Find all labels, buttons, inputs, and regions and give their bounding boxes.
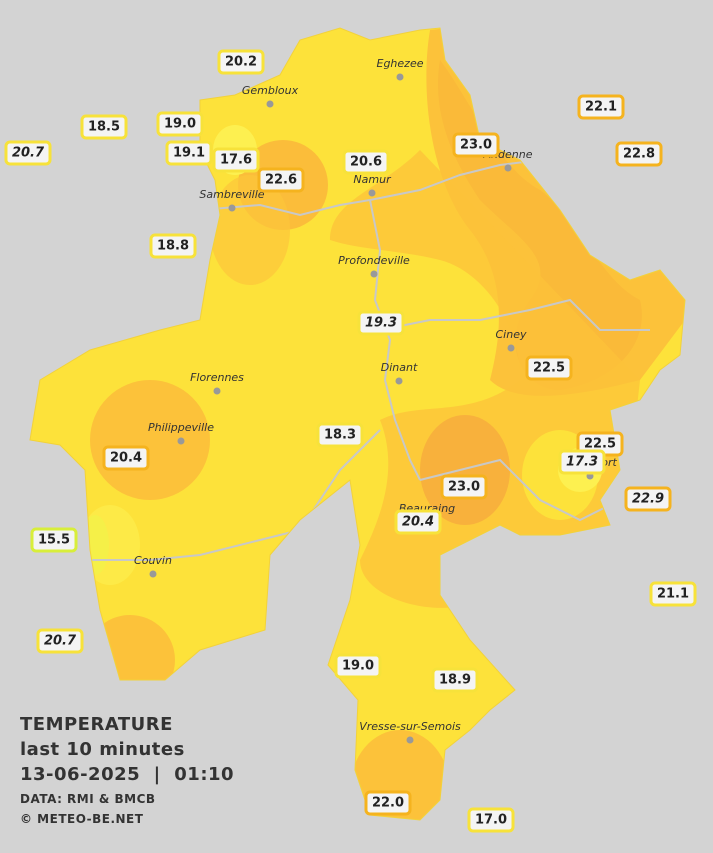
city-label: Florennes (190, 371, 244, 384)
station-box (156, 111, 204, 137)
station-value: 19.1 (173, 146, 205, 161)
station-value: 20.4 (110, 451, 142, 466)
station-box (217, 49, 265, 75)
city-dot (396, 73, 404, 81)
station-value: 19.3 (365, 316, 397, 331)
station-box (334, 653, 382, 679)
station-value: 18.9 (439, 673, 471, 688)
station-box (4, 140, 52, 166)
city-dot (266, 100, 274, 108)
city-label: Dinant (381, 361, 418, 374)
station-box (452, 132, 500, 158)
station-value: 17.0 (475, 813, 507, 828)
station-box (558, 449, 606, 475)
city-label: Couvin (134, 554, 172, 567)
station-box (30, 527, 78, 553)
subtitle: last 10 minutes (20, 739, 185, 760)
station-value: 22.8 (623, 147, 655, 162)
title: TEMPERATURE (20, 714, 173, 735)
station-value: 19.0 (164, 117, 196, 132)
station-box (467, 807, 515, 833)
station-box (212, 147, 260, 173)
station-value: 22.1 (585, 100, 617, 115)
station-value: 20.4 (402, 515, 434, 530)
city-dot (507, 344, 515, 352)
city-dot (213, 387, 221, 395)
station-box (80, 114, 128, 140)
source: DATA: RMI & BMCB (20, 792, 156, 806)
city-label: Namur (353, 173, 392, 186)
station-box (624, 486, 672, 512)
station-box (316, 422, 364, 448)
city-dot (395, 377, 403, 385)
station-box (165, 140, 213, 166)
station-box (440, 474, 488, 500)
station-value: 17.3 (566, 455, 598, 470)
station-box (649, 581, 697, 607)
station-box (615, 141, 663, 167)
station-value: 22.9 (632, 492, 664, 507)
city-dot (370, 270, 378, 278)
city-dot (177, 437, 185, 445)
city-label: Philippeville (148, 421, 214, 434)
station-box (431, 667, 479, 693)
station-value: 20.6 (350, 155, 382, 170)
city-label: Profondeville (338, 254, 410, 267)
station-value: 23.0 (460, 138, 492, 153)
station-value: 20.7 (44, 634, 77, 649)
station-value: 20.2 (225, 55, 257, 70)
station-value: 22.5 (533, 361, 565, 376)
station-value: 18.8 (157, 239, 189, 254)
station-value: 22.0 (372, 796, 404, 811)
station-value: 20.7 (12, 146, 45, 161)
station-box (394, 509, 442, 535)
station-box (102, 445, 150, 471)
city-dot (504, 164, 512, 172)
city-label: Ciney (496, 328, 527, 341)
timestamp: 13-06-2025 | 01:10 (20, 764, 234, 785)
city-label: Gembloux (242, 84, 299, 97)
station-value: 15.5 (38, 533, 70, 548)
station-value: 17.6 (220, 153, 252, 168)
city-dot (228, 204, 236, 212)
station-value: 22.5 (584, 437, 616, 452)
station-box (364, 790, 412, 816)
city-dot (406, 736, 414, 744)
city-label: Vresse-sur-Semois (359, 720, 461, 733)
station-value: 18.5 (88, 120, 120, 135)
station-box (36, 628, 84, 654)
station-box (357, 310, 405, 336)
city-dot (368, 189, 376, 197)
station-value: 18.3 (324, 428, 356, 443)
stations: 20.2 18.5 19.0 20.7 19.1 17.6 22.6 20.6 23.0 22.1… (4, 49, 697, 833)
station-value: 22.6 (265, 173, 297, 188)
station-box (525, 355, 573, 381)
station-box (149, 233, 197, 259)
station-value: 21.1 (657, 587, 689, 602)
station-box (342, 149, 390, 175)
city-dot (149, 570, 157, 578)
station-value: 19.0 (342, 659, 374, 674)
station-value: 23.0 (448, 480, 480, 495)
rivers (90, 159, 650, 561)
credit: © METEO-BE.NET (20, 812, 144, 826)
city-label: Sambreville (199, 188, 264, 201)
city-label: Eghezee (377, 57, 424, 70)
station-box (577, 94, 625, 120)
station-box (257, 167, 305, 193)
